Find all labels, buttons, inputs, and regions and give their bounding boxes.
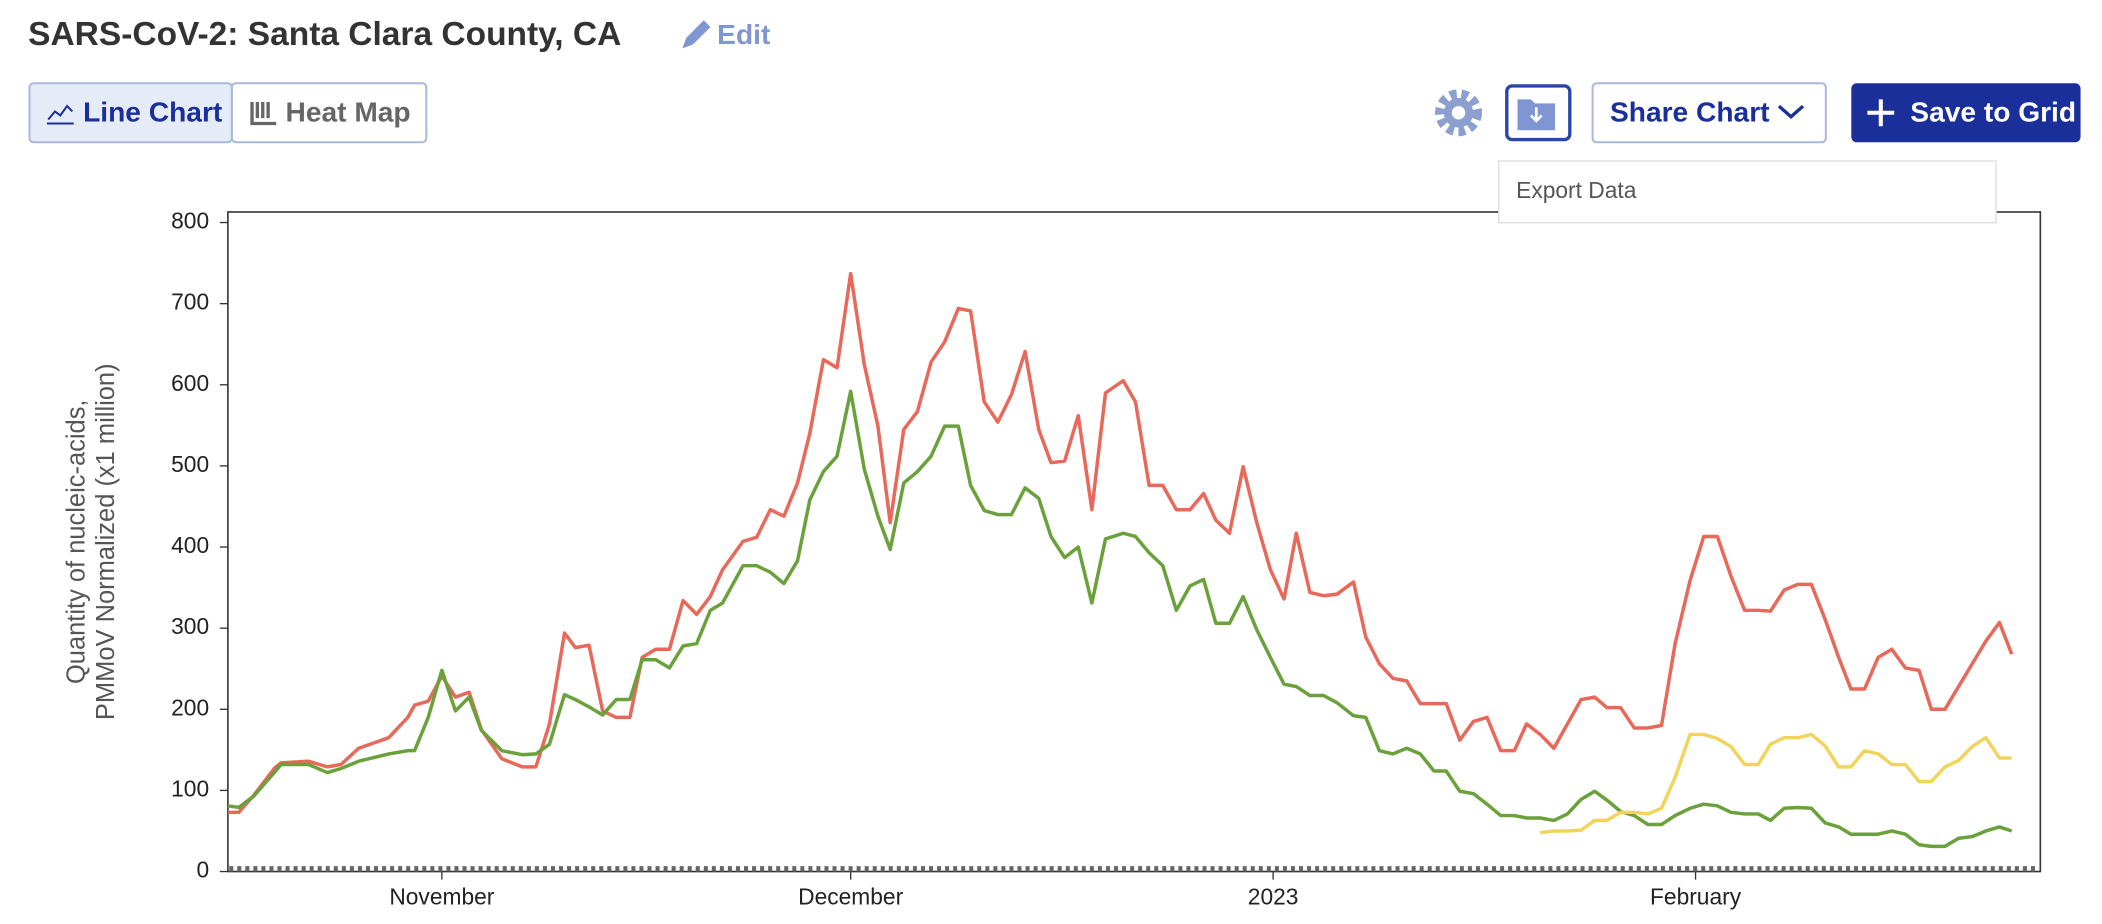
line-chart-button[interactable]: Line Chart — [28, 82, 233, 144]
plot — [227, 271, 2014, 849]
y-tick-label: 300 — [171, 613, 209, 639]
y-tick-label: 500 — [171, 451, 209, 477]
save-to-grid-button[interactable]: Save to Grid — [1851, 83, 2081, 143]
y-tick-label: 800 — [171, 208, 209, 234]
y-axis-label: PMMoV Normalized (x1 million) — [92, 363, 120, 720]
button-bg — [1851, 83, 2081, 143]
y-axis-label: Quantity of nucleic-acids, — [62, 399, 90, 684]
share-chart-button[interactable]: Share Chart — [1591, 82, 1827, 144]
x-tick-label: 2023 — [1248, 883, 1299, 909]
edit-label: Edit — [717, 19, 771, 50]
share-chart-label: Share Chart — [1610, 97, 1770, 128]
settings-button[interactable] — [1435, 89, 1482, 137]
tooltip-bg — [1498, 160, 1997, 224]
line-chart-label: Line Chart — [83, 97, 223, 128]
plus-icon — [1867, 99, 1895, 127]
data-line — [227, 389, 2013, 849]
heat-map-icon — [250, 102, 277, 126]
y-tick-label: 600 — [171, 370, 209, 396]
button-bg — [1591, 82, 1827, 144]
download-arrow — [1529, 107, 1543, 123]
chevron-icon — [1777, 104, 1805, 120]
button-bg — [230, 82, 428, 144]
gear-teeth — [1435, 89, 1482, 137]
data-line — [227, 271, 2014, 815]
y-tick-label: 100 — [171, 775, 209, 801]
y-tick-label: 200 — [171, 694, 209, 720]
y-tick-label: 400 — [171, 532, 209, 558]
gear-hole — [1451, 106, 1466, 120]
y-tick-label: 0 — [196, 857, 209, 883]
x-tick-label: December — [798, 883, 903, 909]
line-chart-icon — [46, 104, 74, 125]
data-line — [1540, 732, 2012, 835]
page-title: SARS-CoV-2: Santa Clara County, CA — [28, 16, 621, 53]
x-tick-label: February — [1650, 883, 1742, 909]
export-tooltip: Export Data — [1498, 160, 1997, 224]
y-tick-label: 700 — [171, 289, 209, 315]
edit-button[interactable]: Edit — [682, 19, 771, 50]
tooltip-text[interactable]: Export Data — [1516, 177, 1637, 203]
heat-map-label: Heat Map — [286, 97, 411, 128]
edit-icon — [682, 20, 711, 49]
export-button[interactable] — [1505, 84, 1572, 142]
save-to-grid-label: Save to Grid — [1910, 97, 2076, 128]
heat-map-button[interactable]: Heat Map — [230, 82, 428, 144]
x-tick-label: November — [389, 883, 494, 909]
plot-area — [227, 211, 2042, 873]
